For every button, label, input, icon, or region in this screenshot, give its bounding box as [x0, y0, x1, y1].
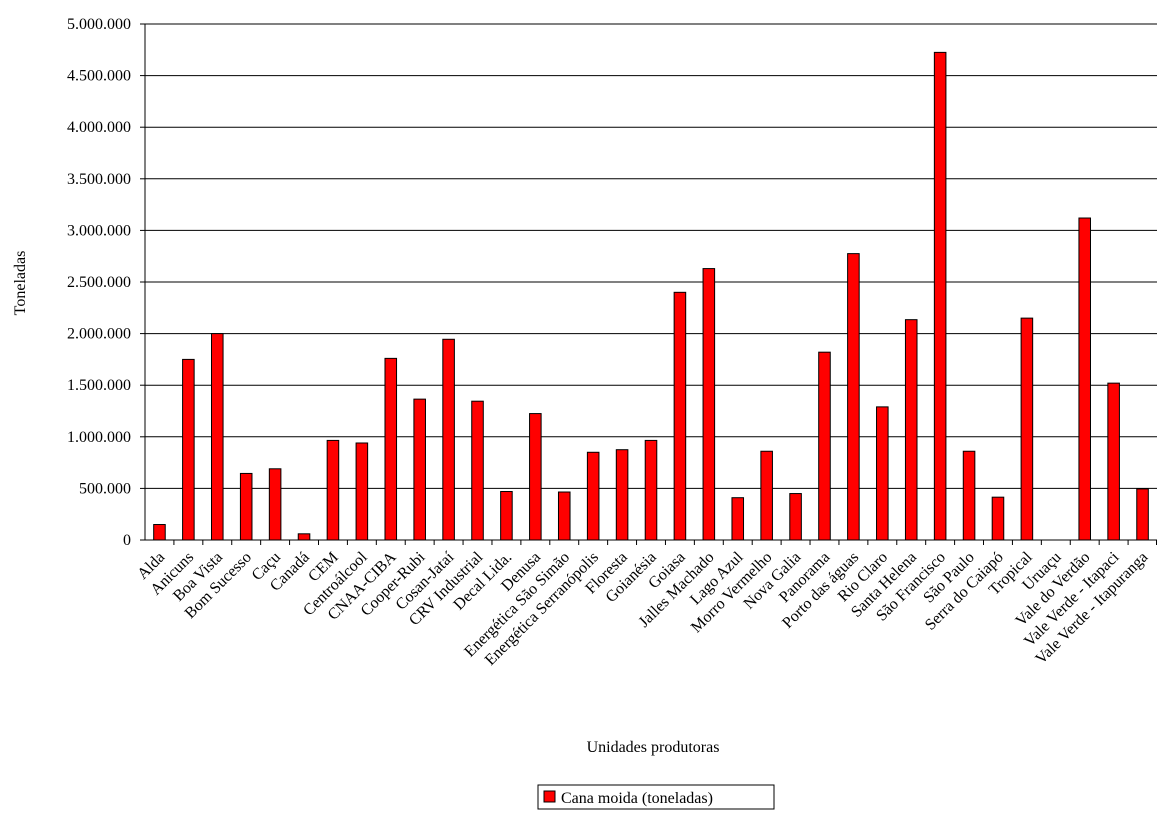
bar [731, 497, 745, 541]
x-axis-title: Unidades produtoras [587, 739, 720, 756]
y-tick-label: 5.000.000 [67, 16, 131, 33]
y-tick-label: 4.500.000 [67, 68, 131, 85]
y-tick-label: 1.000.000 [67, 429, 131, 446]
axes [140, 23, 1157, 545]
bar [1136, 488, 1149, 541]
bar [615, 449, 629, 541]
y-tick-labels: 0 500.000 1.000.000 1.500.000 2.000.000 2.500… [67, 16, 131, 549]
legend: Cana moida (toneladas) [537, 784, 775, 810]
y-axis-title: Toneladas [12, 251, 29, 316]
y-tick-label: 1.500.000 [67, 377, 131, 394]
bar [1107, 382, 1120, 541]
y-tick-label: 3.000.000 [67, 222, 131, 239]
bar [644, 439, 658, 541]
bar [789, 493, 802, 541]
bar [586, 451, 600, 541]
bar [818, 351, 831, 541]
bar [211, 333, 224, 541]
bars [153, 51, 1149, 541]
bar [239, 472, 253, 541]
y-tick-label: 2.000.000 [67, 326, 131, 343]
gridlines [145, 23, 1157, 489]
legend-swatch [543, 790, 556, 803]
bar [413, 398, 426, 541]
bar [500, 490, 513, 541]
bar [1078, 217, 1091, 541]
y-tick-label: 2.500.000 [67, 274, 131, 291]
y-tick-label: 500.000 [79, 480, 131, 497]
legend-box [537, 784, 775, 810]
bar [876, 406, 889, 541]
bar [991, 496, 1005, 541]
bar [355, 442, 369, 541]
y-tick-label: 0 [123, 532, 131, 549]
bar [182, 358, 195, 541]
bar [326, 439, 340, 541]
bar [268, 468, 282, 541]
bar [384, 357, 398, 541]
bar [847, 253, 860, 541]
bar [933, 51, 947, 541]
bar [153, 524, 166, 541]
bar [702, 268, 716, 541]
bar [962, 450, 976, 541]
bar [904, 319, 918, 541]
legend-label: Cana moida (toneladas) [561, 790, 713, 807]
y-tick-label: 3.500.000 [67, 171, 131, 188]
bar [529, 413, 542, 541]
bar [442, 338, 455, 541]
bar [673, 291, 687, 541]
bar [471, 400, 484, 541]
bar [557, 491, 571, 541]
bar [1020, 317, 1034, 541]
bar [760, 450, 773, 541]
y-tick-label: 4.000.000 [67, 119, 131, 136]
bar [297, 533, 311, 541]
